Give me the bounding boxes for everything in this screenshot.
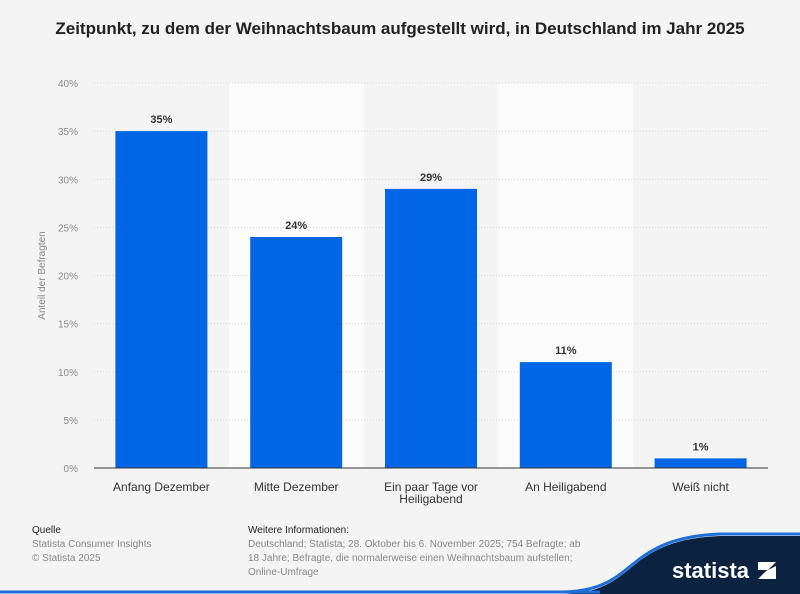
data-label: 11% bbox=[555, 345, 577, 357]
y-tick-label: 15% bbox=[58, 320, 78, 331]
source-line: Statista Consumer Insights bbox=[32, 539, 152, 550]
info-block: Weitere Informationen: Deutschland; Stat… bbox=[248, 524, 580, 580]
y-tick-label: 10% bbox=[58, 368, 78, 379]
source-block: Quelle Statista Consumer Insights © Stat… bbox=[32, 524, 152, 566]
y-tick-label: 5% bbox=[64, 416, 79, 427]
y-tick-label: 35% bbox=[58, 127, 78, 138]
bar bbox=[385, 188, 477, 468]
x-tick-label: Anfang Dezember bbox=[113, 480, 210, 494]
y-axis-label: Anteil der Befragten bbox=[37, 231, 48, 319]
info-heading: Weitere Informationen: bbox=[248, 525, 349, 536]
y-tick-label: 40% bbox=[58, 79, 78, 90]
bar bbox=[115, 131, 208, 468]
x-tick-label: Ein paar Tage vor bbox=[384, 480, 478, 494]
data-label: 24% bbox=[285, 220, 307, 232]
y-tick-label: 25% bbox=[58, 223, 78, 234]
info-line: Deutschland; Statista; 28. Oktober bis 6… bbox=[248, 539, 581, 550]
x-tick-label: Weiß nicht bbox=[672, 480, 729, 494]
y-tick-label: 30% bbox=[58, 175, 78, 186]
data-label: 35% bbox=[150, 114, 172, 126]
bar bbox=[519, 362, 612, 468]
data-label: 1% bbox=[693, 441, 709, 453]
statista-logo: statista bbox=[672, 558, 750, 583]
info-line: Online-Umfrage bbox=[248, 567, 319, 578]
data-label: 29% bbox=[420, 172, 442, 184]
chart-title: Zeitpunkt, zu dem der Weihnachtsbaum auf… bbox=[55, 19, 745, 38]
x-tick-label: Mitte Dezember bbox=[254, 480, 339, 494]
bar bbox=[654, 458, 747, 468]
y-tick-label: 0% bbox=[64, 464, 79, 475]
info-line: 18 Jahre; Befragte, die normalerweise ei… bbox=[248, 553, 573, 564]
source-heading: Quelle bbox=[32, 525, 61, 536]
statista-logo-icon bbox=[758, 562, 776, 579]
y-tick-label: 20% bbox=[58, 272, 78, 283]
x-tick-label: Heiligabend bbox=[399, 492, 462, 506]
x-tick-label: An Heiligabend bbox=[525, 480, 606, 494]
bar bbox=[250, 237, 343, 468]
copyright: © Statista 2025 bbox=[32, 553, 101, 564]
bar-chart: 0% 5% 10% 15% 20% 25% 30% 35% 40% Anteil der Befr… bbox=[37, 79, 768, 506]
